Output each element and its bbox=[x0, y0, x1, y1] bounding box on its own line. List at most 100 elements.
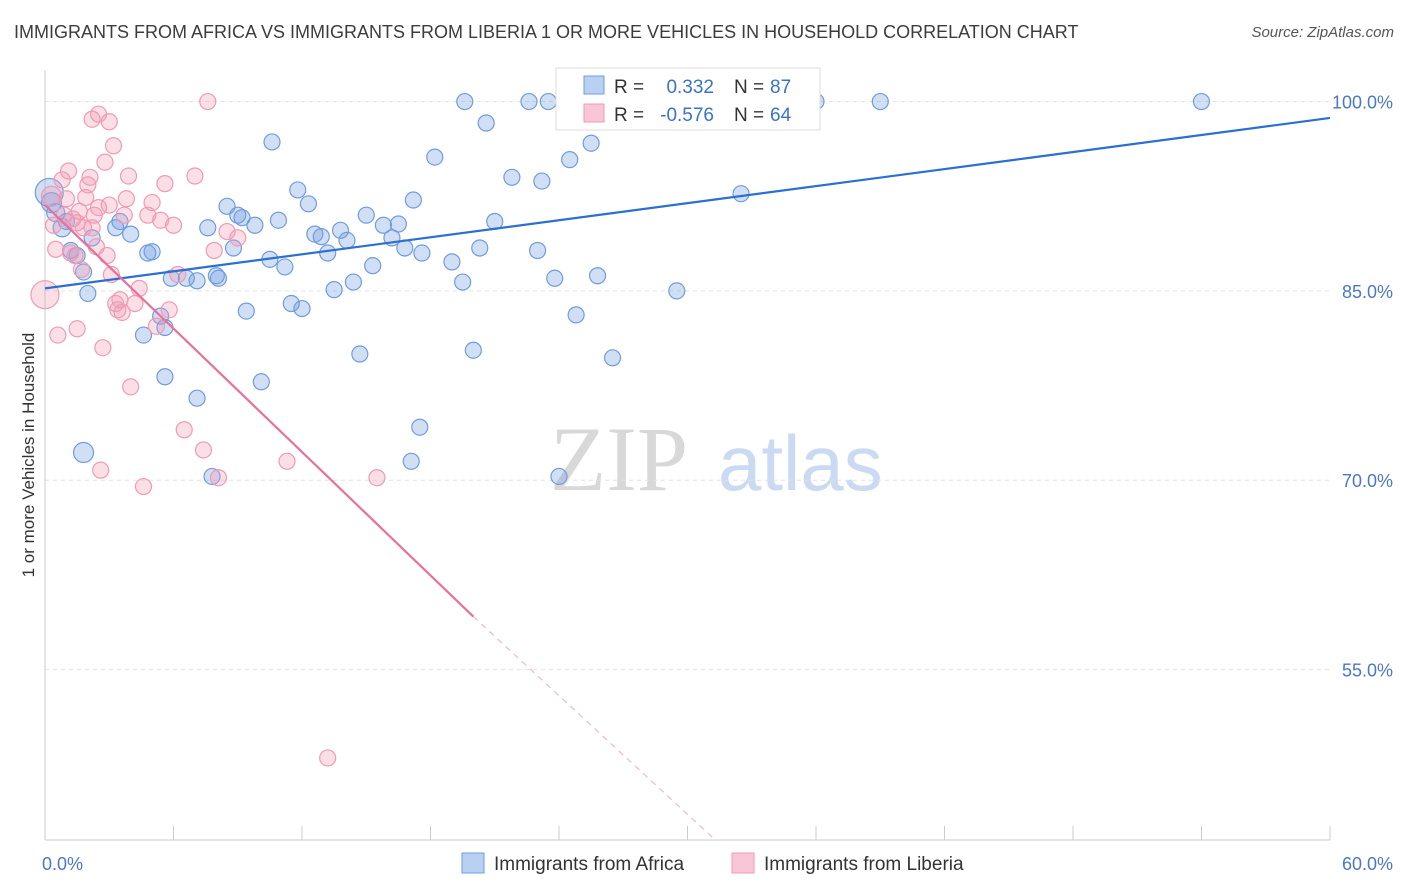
liberia-point bbox=[134, 477, 153, 496]
legend-liberia-swatch bbox=[731, 852, 755, 874]
africa-point bbox=[539, 92, 557, 111]
africa-point bbox=[364, 257, 382, 275]
africa-n-label: N = bbox=[734, 77, 764, 98]
africa-point bbox=[325, 281, 343, 299]
africa-trend-line bbox=[44, 116, 1331, 290]
africa-point bbox=[528, 241, 547, 260]
liberia-point bbox=[47, 240, 65, 258]
liberia-point bbox=[81, 168, 99, 186]
liberia-point bbox=[92, 461, 110, 479]
trend-lines bbox=[44, 116, 1331, 841]
x-tick-label: 60.0% bbox=[1342, 854, 1393, 874]
africa-point bbox=[668, 282, 686, 300]
africa-r-value: 0.332 bbox=[666, 77, 714, 98]
africa-point bbox=[454, 273, 472, 291]
liberia-point bbox=[77, 188, 95, 207]
liberia-point bbox=[199, 92, 217, 111]
liberia-point bbox=[100, 113, 118, 131]
africa-point bbox=[74, 263, 93, 281]
legend-africa-swatch bbox=[461, 852, 485, 874]
africa-point bbox=[567, 306, 585, 324]
liberia-point bbox=[72, 260, 91, 279]
africa-point bbox=[224, 239, 243, 257]
liberia-legend-swatch bbox=[583, 103, 605, 123]
africa-point bbox=[871, 92, 889, 111]
liberia-point bbox=[66, 246, 84, 265]
africa-point bbox=[456, 92, 474, 111]
africa-point bbox=[357, 206, 375, 224]
africa-point bbox=[79, 284, 97, 303]
africa-point bbox=[404, 191, 422, 209]
africa-point bbox=[603, 349, 622, 367]
africa-point bbox=[464, 341, 482, 359]
liberia-point bbox=[57, 190, 76, 208]
liberia-point bbox=[44, 216, 63, 234]
africa-point bbox=[338, 231, 356, 250]
liberia-point bbox=[164, 216, 183, 234]
africa-point bbox=[344, 273, 362, 291]
liberia-point bbox=[194, 441, 213, 459]
africa-point bbox=[299, 195, 318, 213]
watermark-zip: ZIP bbox=[550, 408, 688, 510]
liberia-point bbox=[229, 229, 247, 247]
africa-point bbox=[471, 239, 489, 257]
africa-point bbox=[282, 294, 300, 313]
liberia-point bbox=[152, 211, 170, 229]
y-axis-title: 1 or more Vehicles in Household bbox=[19, 333, 38, 578]
africa-point bbox=[374, 216, 392, 234]
africa-point bbox=[263, 133, 281, 151]
liberia-point bbox=[98, 246, 116, 265]
africa-point bbox=[402, 452, 420, 470]
liberia-point bbox=[115, 206, 133, 224]
africa-point bbox=[533, 172, 551, 190]
liberia-r-value: -0.576 bbox=[660, 105, 714, 126]
liberia-point bbox=[218, 222, 236, 241]
liberia-point bbox=[68, 214, 86, 232]
tick-marks bbox=[44, 826, 1331, 840]
africa-point bbox=[588, 267, 607, 285]
africa-point bbox=[156, 368, 174, 386]
liberia-point bbox=[139, 206, 157, 224]
africa-n-value: 87 bbox=[770, 77, 791, 98]
liberia-point bbox=[122, 378, 140, 396]
liberia-point bbox=[186, 167, 204, 185]
africa-point bbox=[188, 389, 206, 407]
africa-point bbox=[107, 219, 125, 237]
x-tick-labels: 0.0% 60.0% bbox=[42, 854, 1393, 874]
africa-point bbox=[312, 228, 330, 246]
y-tick-labels: 100.0% 85.0% 70.0% 55.0% bbox=[1332, 93, 1393, 681]
africa-point bbox=[122, 225, 140, 243]
africa-point bbox=[289, 181, 307, 199]
watermark-atlas: atlas bbox=[718, 419, 883, 507]
africa-point bbox=[252, 373, 270, 391]
africa-point bbox=[582, 134, 600, 152]
liberia-point bbox=[130, 279, 148, 297]
liberia-point bbox=[169, 265, 187, 284]
africa-point bbox=[389, 215, 407, 233]
africa-point bbox=[237, 302, 255, 320]
liberia-point bbox=[143, 193, 161, 212]
y-tick-label: 85.0% bbox=[1342, 282, 1393, 302]
africa-point bbox=[188, 272, 206, 290]
liberia-point bbox=[160, 301, 178, 319]
y-tick-label: 55.0% bbox=[1342, 661, 1393, 681]
africa-point bbox=[246, 216, 264, 234]
liberia-point bbox=[30, 280, 60, 310]
africa-point bbox=[269, 211, 288, 229]
legend-liberia-label: Immigrants from Liberia bbox=[764, 854, 964, 875]
liberia-point bbox=[89, 198, 108, 217]
liberia-point bbox=[156, 175, 174, 193]
liberia-point bbox=[83, 219, 101, 237]
liberia-trend-extension bbox=[472, 616, 716, 841]
chart-source: Source: ZipAtlas.com bbox=[1251, 24, 1394, 41]
africa-points bbox=[34, 92, 1211, 486]
africa-point bbox=[72, 441, 95, 464]
liberia-point bbox=[175, 421, 193, 439]
africa-point bbox=[732, 185, 750, 203]
africa-point bbox=[134, 326, 153, 344]
liberia-point bbox=[319, 749, 337, 767]
africa-point bbox=[520, 92, 538, 111]
liberia-point bbox=[100, 196, 118, 214]
liberia-point bbox=[117, 190, 135, 208]
